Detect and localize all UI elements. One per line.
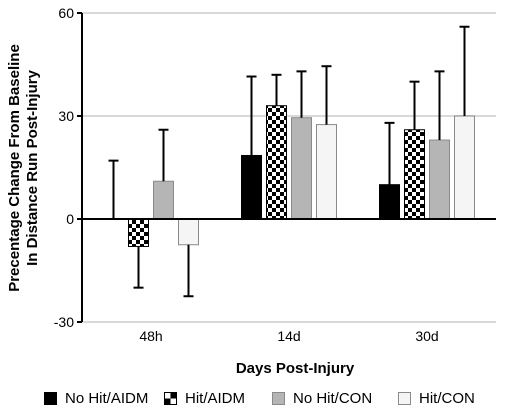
bar bbox=[178, 218, 199, 246]
legend-item-hit-aidm: Hit/AIDM bbox=[164, 390, 245, 407]
y-axis-label: Precentage Change From Baseline In Dista… bbox=[6, 44, 41, 292]
legend-label: No Hit/CON bbox=[293, 390, 373, 407]
bar bbox=[241, 154, 262, 220]
legend-item-no-hit-con: No Hit/CON bbox=[272, 390, 372, 407]
y-tick-label: 0 bbox=[66, 211, 74, 227]
bar bbox=[153, 180, 174, 220]
y-tick-label: -30 bbox=[54, 314, 74, 330]
y-tick-label: 30 bbox=[58, 108, 74, 124]
legend-item-no-hit-aidm: No Hit/AIDM bbox=[44, 390, 148, 407]
bar bbox=[429, 139, 450, 220]
gridlines bbox=[82, 12, 496, 323]
x-tick-label: 48h bbox=[139, 328, 162, 344]
x-tick-label: 14d bbox=[277, 328, 300, 344]
y-tick-labels: 60 30 0 -30 bbox=[54, 5, 74, 330]
y-tick-label: 60 bbox=[58, 5, 74, 21]
axes bbox=[77, 12, 496, 323]
y-axis-label-line-2: In Distance Run Post-Injury bbox=[24, 69, 41, 266]
legend-item-hit-con: Hit/CON bbox=[398, 390, 475, 407]
bar bbox=[454, 115, 475, 220]
bar-chart: 60 30 0 -30 48h 14d 30d Days Post-Injury Prec… bbox=[6, 5, 496, 377]
legend-swatch-checkered bbox=[164, 392, 177, 405]
bar bbox=[404, 129, 425, 220]
bar bbox=[128, 218, 149, 247]
error-bars bbox=[108, 25, 470, 298]
x-axis-label: Days Post-Injury bbox=[236, 360, 355, 377]
x-tick-label: 30d bbox=[415, 328, 438, 344]
legend-label: Hit/AIDM bbox=[185, 390, 245, 407]
bars bbox=[128, 105, 475, 247]
legend: No Hit/AIDM Hit/AIDM No Hit/CON Hit/CON bbox=[0, 390, 510, 414]
legend-label: No Hit/AIDM bbox=[65, 390, 149, 407]
bar bbox=[379, 184, 400, 220]
x-tick-labels: 48h 14d 30d bbox=[139, 328, 438, 344]
legend-swatch-gray bbox=[272, 392, 285, 405]
bar bbox=[291, 117, 312, 220]
bar bbox=[316, 124, 337, 220]
legend-swatch-solid-black bbox=[44, 392, 57, 405]
bar bbox=[266, 105, 287, 220]
y-axis-label-line-1: Precentage Change From Baseline bbox=[6, 44, 23, 292]
legend-label: Hit/CON bbox=[419, 390, 475, 407]
legend-swatch-white bbox=[398, 392, 411, 405]
